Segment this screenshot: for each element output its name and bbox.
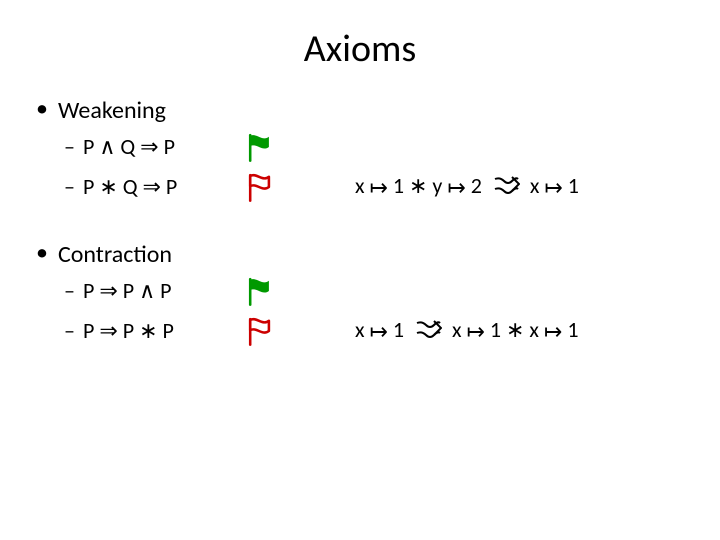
tok: P — [155, 277, 171, 304]
tok: ⇒ — [140, 133, 158, 160]
counterexample-text: x ↦ 1 x ↦ 1 ∗ x ↦ 1 — [355, 316, 579, 346]
tok: ∗ — [139, 317, 157, 344]
tok: ∗ — [99, 173, 117, 200]
tok: Q — [118, 173, 143, 200]
list-item: – P ⇒ P ∧ P — [64, 272, 690, 310]
tok: P — [118, 277, 139, 304]
section-label: Weakening — [58, 96, 166, 126]
tok: P — [159, 133, 175, 160]
counterexample-text: x ↦ 1 ∗ y ↦ 2 x ↦ 1 — [355, 172, 579, 202]
list-item: – P ∗ Q ⇒ P x ↦ 1 ∗ y ↦ 2 x ↦ 1 — [64, 168, 690, 206]
tok: P — [83, 317, 99, 344]
tok: P — [118, 317, 139, 344]
section-heading: • Weakening — [36, 96, 690, 126]
formula-text: P ⇒ P ∧ P — [83, 277, 233, 305]
bullet-icon: • — [36, 96, 48, 122]
formula-text: P ⇒ P ∗ P — [83, 317, 233, 345]
formula-text: P ∗ Q ⇒ P — [83, 173, 233, 201]
slide-title: Axioms — [30, 26, 690, 72]
tok: Q — [115, 133, 140, 160]
flag-bad-icon — [239, 314, 275, 348]
flag-good-icon — [239, 274, 275, 308]
section-heading: • Contraction — [36, 240, 690, 270]
tok: P — [161, 173, 177, 200]
list-item: – P ⇒ P ∗ P x ↦ 1 x ↦ 1 ∗ x ↦ 1 — [64, 312, 690, 350]
tok: ⇒ — [99, 317, 117, 344]
body-content: • Weakening – P ∧ Q ⇒ P – P ∗ Q ⇒ P x ↦ … — [30, 96, 690, 350]
formula-text: P ∧ Q ⇒ P — [83, 133, 233, 161]
tok: P — [158, 317, 174, 344]
dash-icon: – — [64, 317, 75, 345]
flag-good-icon — [239, 130, 275, 164]
flag-bad-icon — [239, 170, 275, 204]
list-item: – P ∧ Q ⇒ P — [64, 128, 690, 166]
tok: ∧ — [139, 277, 155, 304]
bullet-icon: • — [36, 240, 48, 266]
tok: ⇒ — [99, 277, 117, 304]
tok: P — [83, 173, 99, 200]
dash-icon: – — [64, 277, 75, 305]
dash-icon: – — [64, 173, 75, 201]
dash-icon: – — [64, 133, 75, 161]
section-label: Contraction — [58, 240, 172, 270]
tok: P — [83, 133, 99, 160]
tok: ∧ — [99, 133, 115, 160]
tok: ⇒ — [143, 173, 161, 200]
tok: P — [83, 277, 99, 304]
